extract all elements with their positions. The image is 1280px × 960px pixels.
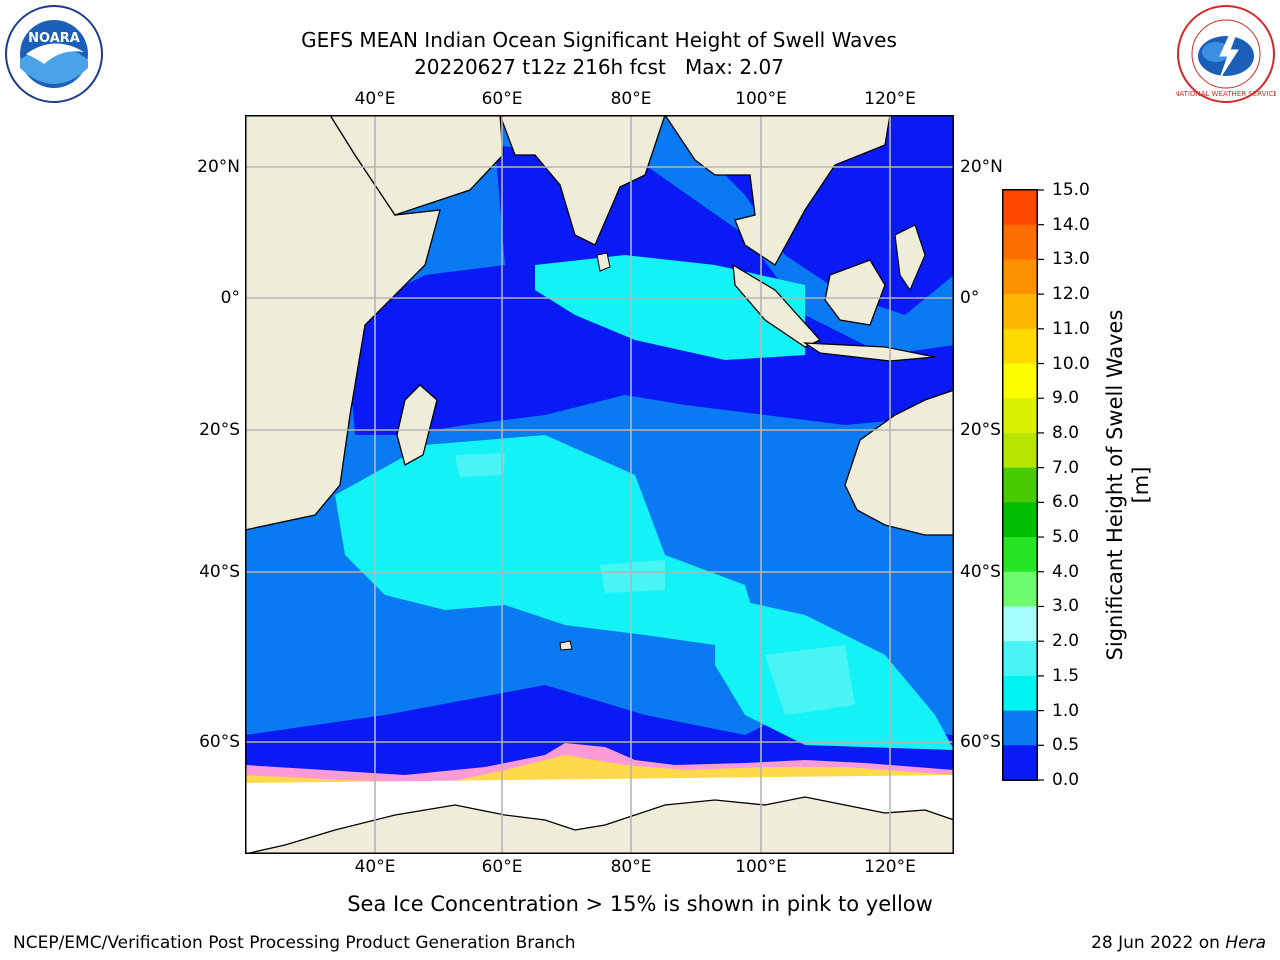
swell-light-patch-2: [600, 560, 665, 593]
colorbar-label: 9.0: [1052, 388, 1080, 409]
lon-tick-bottom: 100°E: [735, 857, 787, 877]
colorbar-band: [1003, 190, 1037, 226]
lat-tick-left: 20°S: [199, 420, 240, 440]
colorbar-band: [1003, 537, 1037, 573]
lat-tick-left: 20°N: [197, 157, 240, 177]
colorbar-band: [1003, 675, 1037, 712]
colorbar-label: 10.0: [1052, 353, 1090, 374]
colorbar-band: [1003, 502, 1037, 538]
colorbar-label: 0.0: [1052, 770, 1080, 790]
lat-tick-left: 40°S: [199, 562, 240, 582]
colorbar-band: [1003, 467, 1037, 503]
lon-tick-bottom: 80°E: [610, 857, 652, 877]
land-sri-lanka: [596, 252, 611, 272]
colorbar-label: 6.0: [1052, 492, 1080, 513]
colorbar-band: [1003, 224, 1037, 260]
colorbar-label: 12.0: [1052, 284, 1090, 305]
colorbar-band: [1003, 641, 1037, 677]
lat-tick-right: 20°S: [960, 420, 1001, 440]
colorbar-label: 13.0: [1052, 249, 1090, 270]
colorbar-label: 11.0: [1052, 318, 1090, 339]
land-borneo: [824, 259, 886, 326]
sea-ice-note: Sea Ice Concentration > 15% is shown in …: [347, 892, 933, 916]
colorbar-band: [1003, 606, 1037, 642]
colorbar-band: [1003, 710, 1037, 746]
swell-subtropical: [335, 435, 765, 655]
colorbar-band: [1003, 398, 1037, 434]
land-kerguelen: [559, 640, 573, 651]
land-india: [499, 115, 666, 246]
colorbar-label: 15.0: [1052, 180, 1090, 200]
footer-date-text: 28 Jun 2022 on: [1091, 933, 1220, 953]
lat-tick-left: 0°: [220, 288, 240, 308]
colorbar-band: [1003, 328, 1037, 365]
land-australia: [844, 389, 954, 536]
lon-tick-top: 60°E: [481, 89, 523, 109]
lon-tick-top: 40°E: [354, 89, 396, 109]
lat-tick-right: 0°: [960, 288, 980, 308]
low-swell-south: [245, 685, 954, 780]
colorbar-band: [1003, 745, 1037, 781]
colorbar-band: [1003, 363, 1037, 399]
lon-tick-bottom: 120°E: [864, 857, 916, 877]
colorbar-label: 3.0: [1052, 596, 1080, 617]
lon-tick-top: 100°E: [735, 89, 787, 109]
colorbar-band: [1003, 259, 1037, 295]
gridlines: [245, 115, 954, 854]
lon-tick-top: 120°E: [864, 89, 916, 109]
lat-tick-right: 20°N: [960, 157, 1003, 177]
colorbar-label: 14.0: [1052, 214, 1090, 235]
colorbar-label: 1.0: [1052, 700, 1080, 721]
colorbar-title: Significant Height of Swell Waves [m]: [1103, 309, 1153, 661]
land-madagascar: [396, 384, 438, 466]
colorbar-label: 7.0: [1052, 457, 1080, 478]
noaa-logo: NOARA: [5, 5, 103, 103]
land-arabia: [329, 115, 504, 216]
land-antarctica: [245, 796, 954, 854]
colorbar-label: 5.0: [1052, 527, 1080, 548]
nws-logo: NATIONAL WEATHER SERVICE: [1176, 5, 1276, 103]
chart-subtitle: 20220627 t12z 216h fcst Max: 2.07: [414, 55, 784, 79]
lon-tick-top: 80°E: [610, 89, 652, 109]
colorbar-label: 8.0: [1052, 422, 1080, 443]
colorbar-label: 0.5: [1052, 735, 1080, 756]
colorbar-label: 1.5: [1052, 665, 1080, 686]
footer-date: 28 Jun 2022 on Hera: [1091, 932, 1266, 954]
lat-tick-left: 60°S: [199, 732, 240, 752]
land-sumatra: [732, 263, 822, 348]
colorbar-label: 2.0: [1052, 631, 1080, 652]
swell-light-patch-1: [455, 453, 505, 477]
land-sulawesi: [894, 224, 926, 292]
map-panel: [245, 115, 954, 854]
map-frame: [245, 115, 954, 854]
footer-host: Hera: [1225, 933, 1266, 953]
land-southeast-asia: [664, 115, 891, 266]
colorbar-band: [1003, 571, 1037, 607]
colorbar: [1002, 189, 1044, 781]
lon-tick-bottom: 60°E: [481, 857, 523, 877]
swell-light-patch-3: [765, 645, 855, 715]
lat-tick-right: 40°S: [960, 562, 1001, 582]
footer-credit: NCEP/EMC/Verification Post Processing Pr…: [13, 933, 576, 953]
land-java: [802, 342, 936, 362]
lon-tick-bottom: 40°E: [354, 857, 396, 877]
noaa-logo-text: NOARA: [28, 31, 80, 46]
colorbar-label: 4.0: [1052, 561, 1080, 582]
colorbar-frame: [1002, 189, 1038, 781]
chart-title: GEFS MEAN Indian Ocean Significant Heigh…: [301, 28, 897, 52]
colorbar-band: [1003, 432, 1037, 469]
colorbar-band: [1003, 294, 1037, 330]
lat-tick-right: 60°S: [960, 732, 1001, 752]
nws-logo-text: NATIONAL WEATHER SERVICE: [1176, 90, 1276, 98]
